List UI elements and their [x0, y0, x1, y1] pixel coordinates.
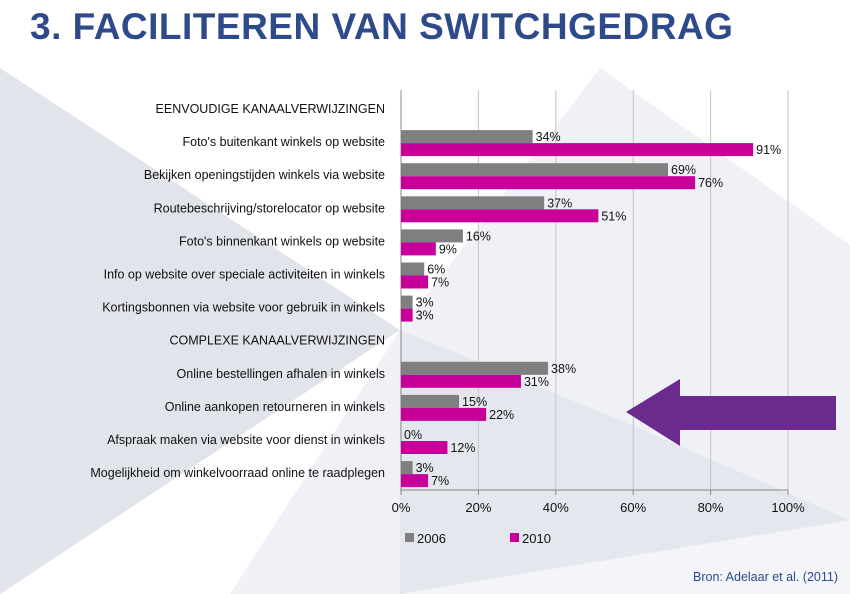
section-header-label: COMPLEXE KANAALVERWIJZINGEN — [169, 334, 385, 348]
section-header-label: EENVOUDIGE KANAALVERWIJZINGEN — [156, 102, 385, 116]
category-label: Info op website over speciale activiteit… — [104, 268, 385, 282]
bar-2006 — [401, 163, 669, 177]
bar-2006 — [401, 394, 460, 408]
data-label: 3% — [416, 309, 434, 323]
bar-2010 — [401, 143, 754, 157]
data-label: 16% — [466, 229, 491, 243]
data-label: 51% — [601, 209, 626, 223]
data-label: 37% — [547, 196, 572, 210]
chart-legend: 2006 2010 — [405, 531, 551, 546]
category-label: Afspraak maken via website voor dienst i… — [107, 433, 385, 447]
bar-2010 — [401, 441, 448, 454]
x-tick-label: 100% — [771, 500, 805, 515]
category-label: Routebeschrijving/storelocator op websit… — [154, 201, 385, 215]
arrow-shape — [626, 379, 836, 446]
purple-left-arrow-icon — [626, 379, 836, 446]
bar-2006 — [401, 361, 549, 375]
data-label: 0% — [404, 428, 422, 442]
bar-2010 — [401, 176, 696, 190]
category-label: Foto's buitenkant winkels op website — [183, 135, 386, 149]
slide-title: 3. FACILITEREN VAN SWITCHGEDRAG — [30, 6, 734, 47]
bar-2010 — [401, 374, 521, 388]
category-label: Online aankopen retourneren in winkels — [165, 400, 385, 414]
category-label: Online bestellingen afhalen in winkels — [177, 367, 385, 381]
chart-rows: EENVOUDIGE KANAALVERWIJZINGEN Foto's buit… — [90, 102, 781, 488]
data-label: 91% — [756, 143, 781, 157]
background-center-diamond — [230, 68, 850, 594]
data-label: 3% — [416, 296, 434, 310]
source-citation: Bron: Adelaar et al. (2011) — [693, 570, 838, 584]
x-axis: 0% 20% 40% 60% 80% 100% — [392, 489, 805, 515]
legend-swatch-2006 — [405, 533, 414, 542]
bar-2006 — [401, 196, 545, 210]
category-label: Bekijken openingstijden winkels via webs… — [144, 168, 385, 182]
bar-2010 — [401, 209, 599, 223]
x-tick-label: 80% — [698, 500, 724, 515]
legend-label: 2010 — [522, 531, 551, 546]
bar-2010 — [401, 275, 429, 289]
x-tick-label: 60% — [620, 500, 646, 515]
data-label: 9% — [439, 242, 457, 256]
bar-2010 — [401, 474, 429, 488]
data-label: 76% — [698, 176, 723, 190]
bar-2006 — [401, 229, 463, 243]
bar-2010 — [401, 407, 487, 421]
data-label: 6% — [427, 263, 445, 277]
category-label: Kortingsbonnen via website voor gebruik … — [102, 301, 385, 315]
background-left-triangle — [0, 68, 400, 594]
x-tick-label: 20% — [465, 500, 491, 515]
data-label: 22% — [489, 408, 514, 422]
bar-2006 — [401, 295, 413, 309]
bar-2006 — [401, 262, 425, 276]
category-label: Foto's binnenkant winkels op website — [179, 234, 385, 248]
background-right-wedge — [400, 330, 850, 594]
legend-swatch-2010 — [510, 533, 519, 542]
bar-2010 — [401, 308, 413, 322]
data-label: 7% — [431, 474, 449, 488]
data-label: 38% — [551, 362, 576, 376]
data-label: 34% — [536, 130, 561, 144]
data-label: 69% — [671, 163, 696, 177]
x-tick-label: 0% — [392, 500, 411, 515]
bar-2006 — [401, 130, 533, 144]
category-label: Mogelijkheid om winkelvoorraad online te… — [90, 466, 385, 480]
legend-label: 2006 — [417, 531, 446, 546]
data-label: 3% — [416, 461, 434, 475]
data-label: 12% — [450, 441, 475, 455]
bar-2006 — [401, 461, 413, 475]
bar-2010 — [401, 242, 436, 256]
data-label: 7% — [431, 276, 449, 290]
data-label: 15% — [462, 395, 487, 409]
data-label: 31% — [524, 375, 549, 389]
x-tick-label: 40% — [543, 500, 569, 515]
